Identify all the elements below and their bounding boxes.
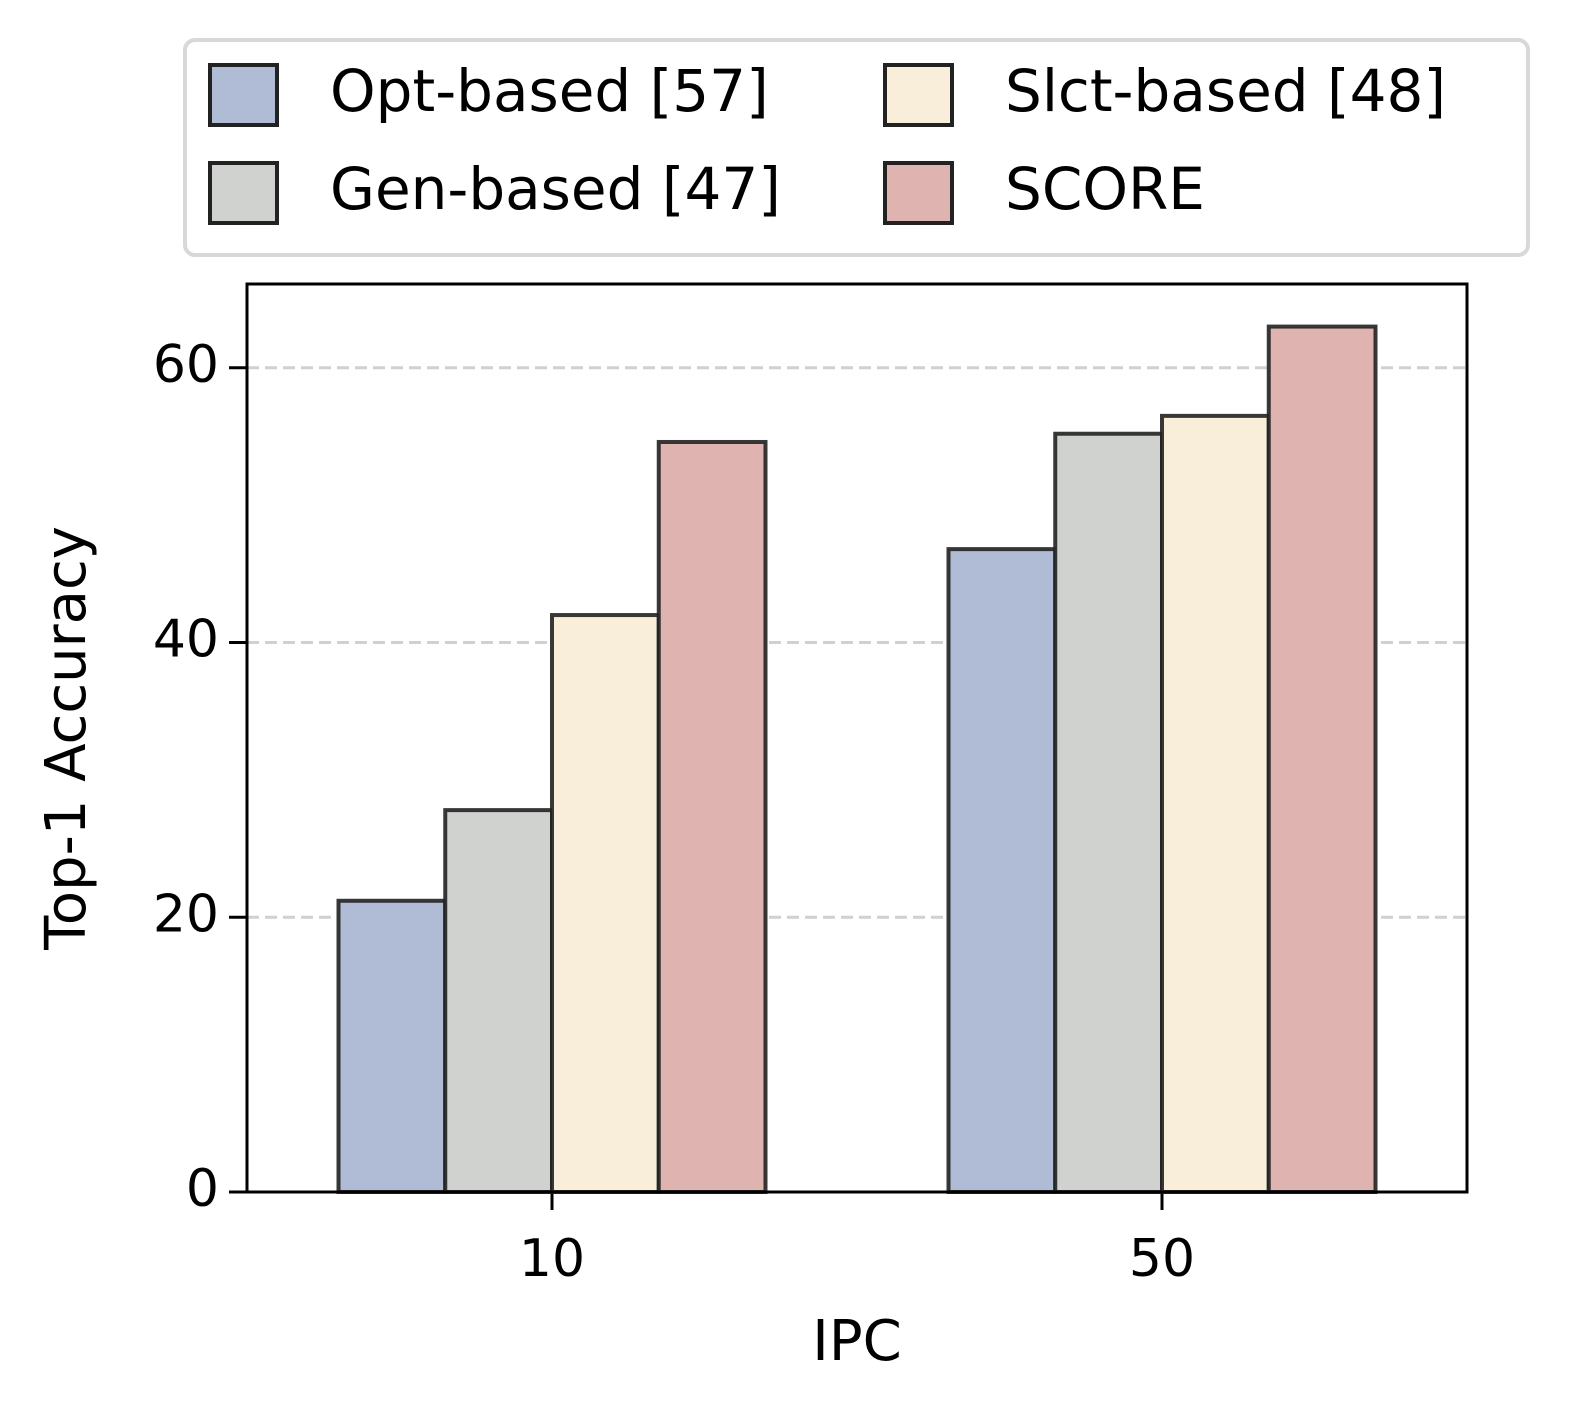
bar [1266, 324, 1378, 1194]
bar [946, 547, 1058, 1194]
y-tick-label: 20 [153, 884, 219, 944]
x-tick-label: 50 [1129, 1229, 1195, 1289]
x-axis-label: IPC [812, 1309, 901, 1374]
y-axis-label: Top-1 Accuracy [34, 526, 99, 951]
bar [656, 439, 768, 1194]
legend-swatch [883, 161, 954, 225]
bar [1053, 431, 1164, 1194]
bar [443, 808, 554, 1194]
bar [336, 898, 448, 1194]
y-tick-label: 0 [186, 1159, 219, 1219]
bar [1160, 413, 1271, 1194]
x-tick-label: 10 [519, 1229, 585, 1289]
y-tick-label: 40 [153, 610, 219, 670]
legend-swatch [208, 63, 279, 127]
legend-box [183, 38, 1530, 257]
legend-label: SCORE [1005, 155, 1205, 223]
legend-label: Opt-based [57] [330, 57, 769, 125]
legend-swatch [208, 161, 279, 225]
legend-label: Gen-based [47] [330, 155, 781, 223]
bar [550, 613, 661, 1194]
legend-label: Slct-based [48] [1005, 57, 1446, 125]
plot-frame [245, 282, 1469, 1194]
y-tick-label: 60 [153, 335, 219, 395]
legend-swatch [883, 63, 954, 127]
